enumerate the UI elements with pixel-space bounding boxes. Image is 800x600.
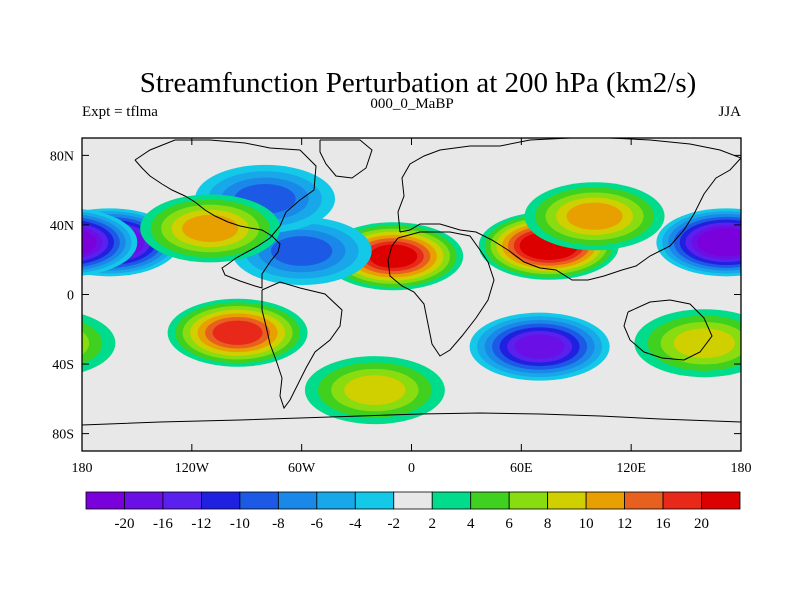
contour-level [182,214,239,243]
x-tick-label: 60W [288,461,316,476]
colorbar-label: 6 [505,516,513,532]
experiment-label: Expt = tflma [82,104,158,120]
colorbar-box [201,491,241,510]
colorbar-box [547,491,587,510]
contour-level [739,237,741,248]
contour-level [344,375,406,406]
colorbar-label: -6 [311,516,324,532]
coastline-australia [623,299,713,361]
case-label: 000_0_MaBP [370,96,453,112]
colorbar-label: -8 [272,516,285,532]
x-tick-label: 60E [510,461,533,476]
contour-level [733,231,741,253]
coastlines [82,138,741,426]
x-tick-label: 180 [72,461,93,476]
coastline-south-america [261,281,343,410]
contour-feature-2 [82,208,741,277]
colorbar: -20 -16 -12 -10 -8 -6 -4 -2 2 4 6 8 10 12 16 20 [85,491,741,532]
y-tick-label: 40S [52,358,74,373]
y-tick-label: 80N [50,149,74,164]
colorbar-label: 12 [617,516,632,532]
colorbar-box [239,491,279,510]
colorbar-box [277,491,318,510]
contour-level [514,334,565,359]
colorbar-label: 20 [694,516,709,532]
contour-level [703,231,741,254]
coastline-north-america [134,139,317,289]
x-tick-label: 120E [616,461,646,476]
contour-level [369,244,418,268]
colorbar-label: -2 [388,516,401,532]
colorbar-label: -20 [114,516,134,532]
contour-feature-8 [82,309,741,378]
colorbar-label: -4 [349,516,362,532]
colorbar-label: 4 [467,516,475,532]
colorbar-box [431,491,472,510]
colorbar-box [124,491,164,510]
coastline-africa [387,231,495,357]
contour-level [212,320,263,345]
colorbar-label: 8 [544,516,552,532]
contour-feature-6 [167,298,308,367]
contour-feature-12 [304,356,445,425]
contour-level [82,233,91,252]
map-plot-area [81,137,742,452]
colorbar-label: 2 [428,516,436,532]
contour-feature-5 [524,182,665,251]
y-tick-label: 80S [52,428,74,443]
colorbar-box [701,491,741,510]
contour-fills [82,164,741,425]
y-tick-label: 40N [50,219,74,234]
contour-feature-9 [231,217,372,286]
colorbar-label: -16 [153,516,173,532]
x-tick-label: 120W [175,461,210,476]
colorbar-box [470,491,510,510]
colorbar-box [508,491,549,510]
colorbar-box [624,491,664,510]
colorbar-label: 16 [656,516,672,532]
colorbar-box [316,491,356,510]
colorbar-box [393,491,433,510]
x-tick-label: 0 [408,461,415,476]
coastline-europe-asia [397,138,741,281]
colorbar-label: 10 [579,516,594,532]
contour-level [82,331,90,355]
x-tick-label: 180 [731,461,752,476]
contour-level [82,322,103,365]
contour-level [271,236,333,266]
colorbar-box [354,491,395,510]
axis-ticks: 180 120W 60W 0 60E 120E 180 80N 40N 0 40S 80S [50,138,752,476]
coastline-greenland [319,139,373,179]
colorbar-label: -12 [191,516,211,532]
y-tick-label: 0 [67,289,74,304]
season-label: JJA [718,104,741,120]
contour-level [566,202,623,230]
contour-level [673,328,736,359]
colorbar-box [85,491,125,510]
contour-feature-11 [140,194,281,263]
colorbar-box [662,491,702,510]
colorbar-label: -10 [230,516,250,532]
chart-title: Streamfunction Perturbation at 200 hPa (… [140,67,697,99]
colorbar-box [162,491,202,510]
coastline-antarctica [82,412,741,426]
colorbar-box [585,491,625,510]
contour-feature-7 [469,312,610,381]
